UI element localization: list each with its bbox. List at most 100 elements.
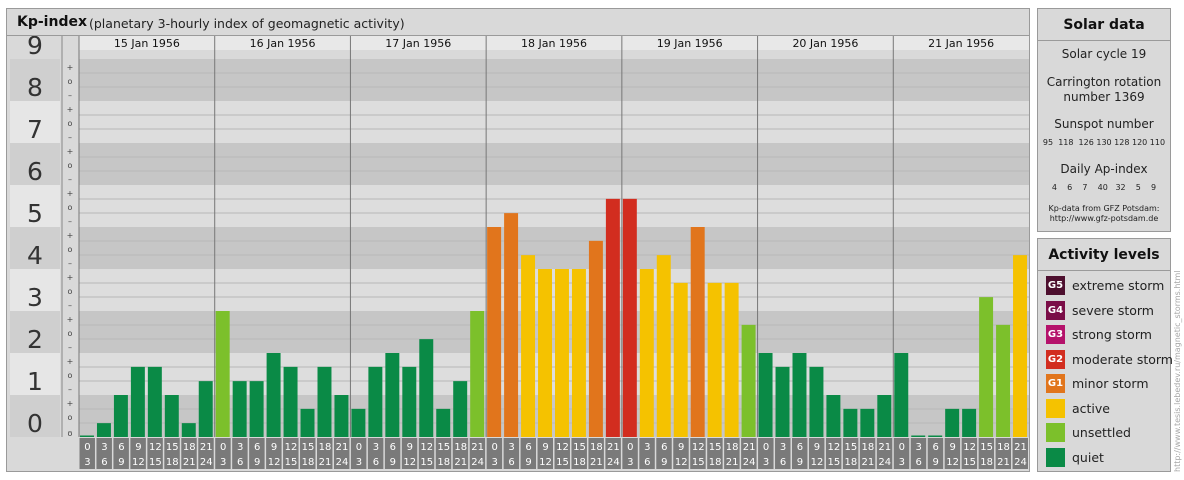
activity-levels-panel: Activity levels G5 extreme storm G4 severe … [1037, 238, 1173, 472]
sunspot-values: 95 118 126 130 128 120 110 [1042, 138, 1166, 147]
kp-bar [317, 366, 332, 437]
kp-bar [147, 366, 162, 437]
credit-link[interactable]: http://www.gfz-potsdam.de [1049, 214, 1159, 223]
y-tick-label: 1 [27, 367, 43, 396]
hour-tick-box [452, 438, 469, 469]
kp-bar [402, 366, 417, 437]
day-label: 20 Jan 1956 [792, 37, 858, 50]
hour-tick-end: 3 [627, 457, 633, 468]
hour-tick-end: 24 [878, 457, 891, 468]
hour-tick-end: 12 [539, 457, 552, 468]
hour-tick-end: 12 [946, 457, 959, 468]
y-minor-label: + [67, 399, 74, 408]
kp-bar [232, 381, 247, 437]
kp-bar [775, 366, 790, 437]
y-minor-label: + [67, 147, 74, 156]
hour-tick-end: 12 [403, 457, 416, 468]
kp-bar [792, 353, 807, 437]
hour-tick-start: 6 [254, 442, 260, 453]
hour-tick-start: 15 [573, 442, 586, 453]
kp-bar [198, 381, 213, 437]
hour-tick-box [690, 438, 706, 469]
hour-tick-end: 9 [118, 457, 124, 468]
hour-tick-end: 6 [237, 457, 243, 468]
kp-bar [962, 408, 977, 437]
legend-swatch: G3 [1046, 325, 1065, 344]
hour-tick-end: 18 [302, 457, 315, 468]
hour-tick-start: 15 [302, 442, 315, 453]
day-label: 19 Jan 1956 [657, 37, 723, 50]
hour-tick-box [944, 438, 961, 469]
hour-tick-start: 15 [845, 442, 858, 453]
kp-bar [96, 423, 111, 437]
hour-tick-start: 9 [678, 442, 684, 453]
hour-tick-end: 15 [692, 457, 705, 468]
kp-bar [707, 282, 722, 437]
hour-tick-end: 9 [390, 457, 396, 468]
hour-tick-box [232, 438, 248, 469]
hour-tick-end: 3 [220, 457, 226, 468]
day-label: 18 Jan 1956 [521, 37, 587, 50]
kp-bar [996, 324, 1011, 437]
hour-tick-start: 3 [644, 442, 650, 453]
hour-tick-box [876, 438, 893, 469]
hour-tick-end: 24 [1014, 457, 1027, 468]
hour-tick-end: 6 [916, 457, 922, 468]
hour-tick-end: 6 [373, 457, 379, 468]
hour-tick-start: 12 [692, 442, 705, 453]
y-minor-label: o [68, 429, 73, 438]
hour-tick-end: 6 [101, 457, 107, 468]
legend-swatch [1046, 447, 1065, 467]
kp-bar [283, 366, 298, 437]
hour-tick-start: 3 [373, 442, 379, 453]
hour-tick-start: 0 [627, 442, 633, 453]
hour-tick-box [605, 438, 621, 469]
solar-data-title: Solar data [1063, 17, 1145, 33]
plot-band [79, 269, 1029, 311]
y-minor-label: + [67, 273, 74, 282]
hour-tick-box [622, 438, 638, 469]
hour-tick-start: 0 [356, 442, 362, 453]
y-tick-label: 8 [27, 73, 43, 102]
y-minor-label: o [68, 77, 73, 86]
hour-tick-start: 9 [542, 442, 548, 453]
y-minor-label: – [68, 175, 72, 184]
hour-tick-end: 21 [726, 457, 739, 468]
hour-tick-box [893, 438, 910, 469]
kp-bar [334, 395, 349, 437]
hour-tick-end: 12 [132, 457, 145, 468]
hour-tick-box [741, 438, 757, 469]
plot-band [79, 311, 1029, 353]
hour-tick-box [520, 438, 537, 469]
hour-tick-end: 9 [254, 457, 260, 468]
hour-tick-box [808, 438, 825, 469]
kp-bar [758, 353, 773, 437]
activity-levels-title: Activity levels [1048, 247, 1160, 263]
y-axis-band [10, 227, 60, 269]
hour-tick-start: 21 [878, 442, 891, 453]
kp-bar [368, 366, 383, 437]
y-tick-label: 5 [27, 199, 43, 228]
hour-tick-start: 6 [933, 442, 939, 453]
hour-tick-end: 15 [149, 457, 162, 468]
legend-label: unsettled [1072, 425, 1131, 440]
hour-tick-end: 3 [763, 457, 769, 468]
hour-tick-end: 18 [437, 457, 450, 468]
hour-tick-box [588, 438, 604, 469]
hour-tick-end: 15 [556, 457, 569, 468]
kp-bar [911, 435, 926, 437]
divider [1038, 270, 1170, 271]
y-tick-label: 3 [27, 283, 43, 312]
hour-tick-start: 3 [916, 442, 922, 453]
y-minor-label: o [68, 203, 73, 212]
kp-bar [724, 282, 739, 437]
kp-bar [555, 269, 569, 437]
hour-tick-end: 21 [183, 457, 196, 468]
legend-label: strong storm [1072, 327, 1152, 342]
hour-tick-end: 18 [166, 457, 179, 468]
hour-tick-end: 3 [356, 457, 362, 468]
hour-tick-end: 21 [590, 457, 603, 468]
hour-tick-start: 21 [336, 442, 349, 453]
hour-tick-box [503, 438, 520, 469]
hour-tick-start: 0 [763, 442, 769, 453]
